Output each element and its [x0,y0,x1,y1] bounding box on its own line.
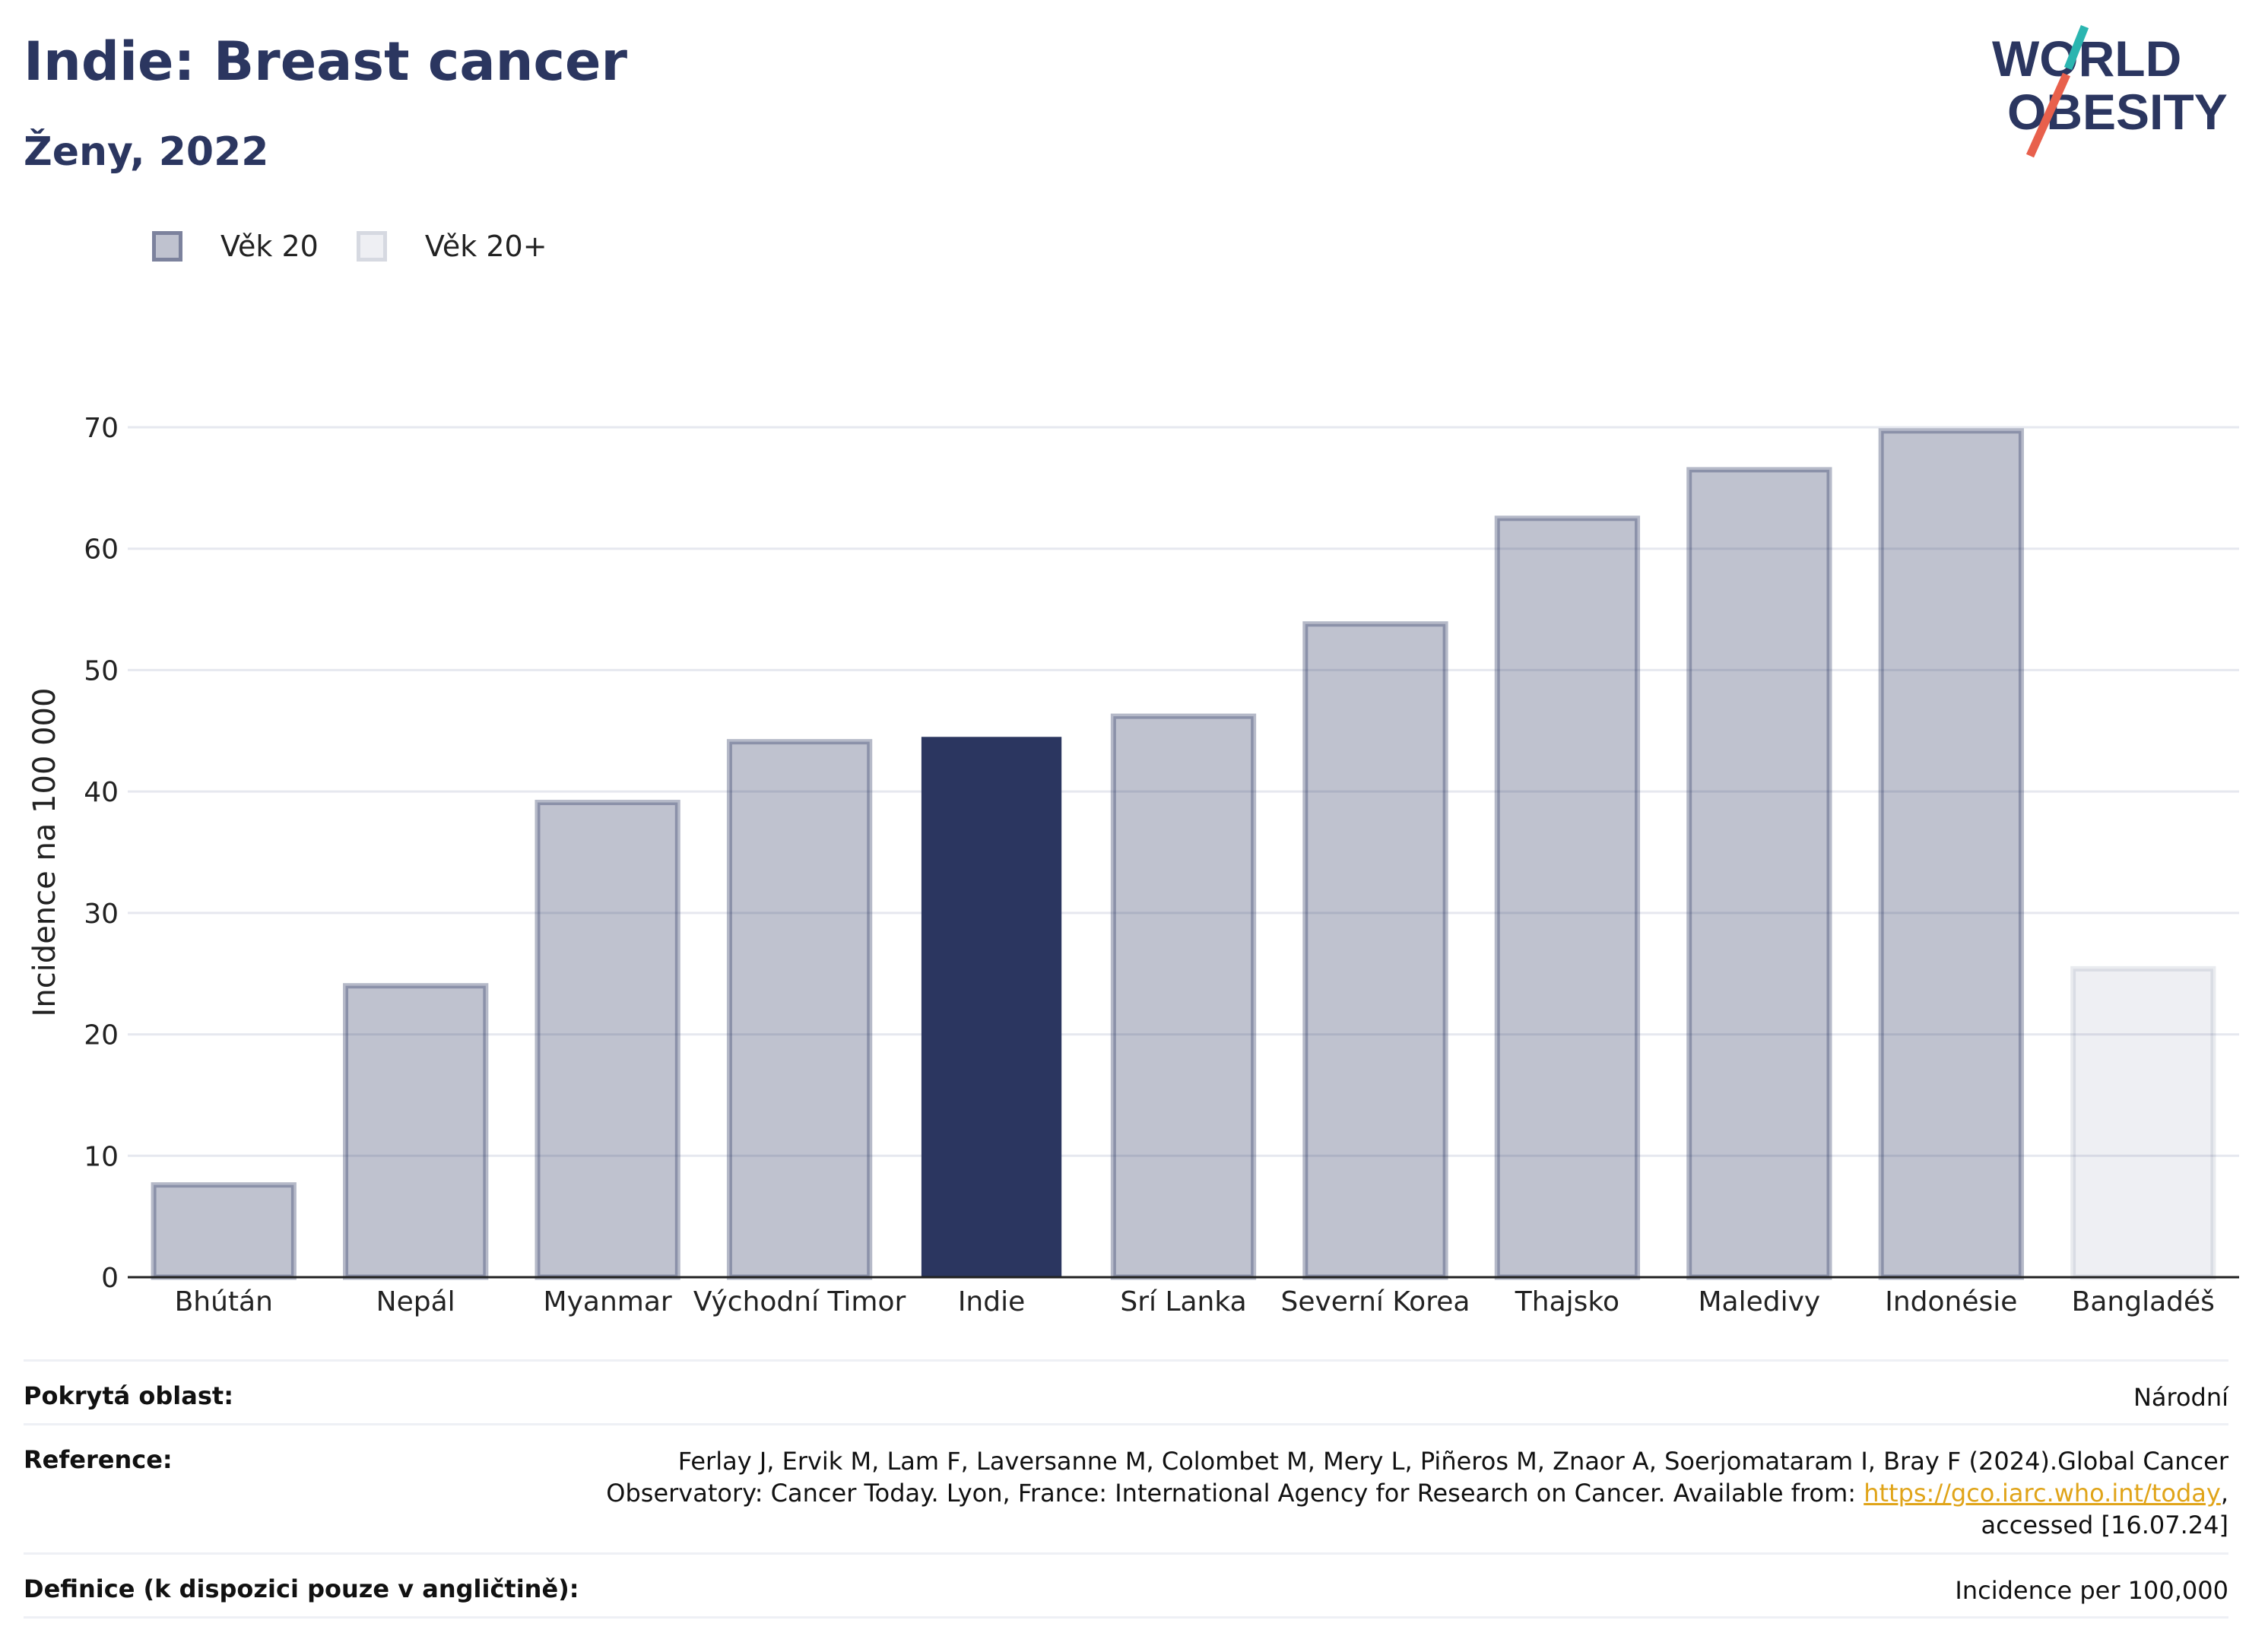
x-tick-label: Indonésie [1885,1286,2017,1317]
x-tick-label: Bangladéš [2072,1286,2215,1317]
bar-chart: 0 10 20 30 40 50 60 70 Bhútán Nepál Myanmar Východ… [27,413,2239,1317]
legend: Věk 20 Věk 20+ [152,225,585,268]
x-tick-label: Srí Lanka [1120,1286,1246,1317]
legend-swatch-age20 [152,231,182,262]
legend-label-age20: Věk 20 [220,230,319,263]
bars [151,428,2216,1280]
reference-line1: Ferlay J, Ervik M, Lam F, Laversanne M, … [677,1447,2228,1476]
bar-5[interactable] [1110,713,1257,1280]
definition-value: Incidence per 100,000 [1955,1576,2228,1605]
x-tick-label: Myanmar [544,1286,672,1317]
y-tick-label: 60 [84,534,119,566]
reference-value: Ferlay J, Ervik M, Lam F, Laversanne M, … [606,1445,2228,1552]
footer-row-reference: Reference: Ferlay J, Ervik M, Lam F, Lav… [24,1423,2228,1552]
footer-table: Pokrytá oblast: Národní Reference: Ferla… [24,1359,2228,1619]
reference-line2-end: , [2220,1479,2228,1508]
reference-link[interactable]: https://gco.iarc.who.int/today [1864,1479,2221,1508]
footer-row-definition: Definice (k dispozici pouze v angličtině… [24,1552,2228,1616]
bar-1[interactable] [343,983,489,1280]
x-tick-label: Východní Timor [693,1286,906,1317]
logo-slash-top [2063,24,2089,71]
reference-line2: Observatory: Cancer Today. Lyon, France:… [606,1477,2228,1509]
logo-slash-bottom [2025,72,2071,158]
chart-title: Indie: Breast cancer [24,30,627,93]
y-tick-label: 20 [84,1020,119,1051]
x-tick-label: Thajsko [1515,1286,1619,1317]
footer-bottom-rule [24,1616,2228,1619]
x-tick-label: Maledivy [1698,1286,1820,1317]
reference-label: Reference: [24,1445,173,1474]
reference-line2-text: Observatory: Cancer Today. Lyon, France:… [606,1479,1864,1508]
logo-line1: WORLD [1992,30,2181,87]
legend-item-age20plus[interactable]: Věk 20+ [356,230,547,263]
bar-9[interactable] [1878,428,2024,1280]
bar-3[interactable] [726,739,873,1280]
y-tick-label: 70 [84,413,119,444]
reference-line3: accessed [16.07.24] [1981,1511,2228,1539]
x-tick-label: Nepál [376,1286,455,1317]
bar-6[interactable] [1302,621,1448,1280]
bar-0[interactable] [151,1182,297,1280]
footer-row-coverage: Pokrytá oblast: Národní [24,1359,2228,1423]
bar-2[interactable] [534,800,680,1280]
grid-lines [128,426,2239,1157]
y-tick-label: 50 [84,655,119,686]
x-tick-label: Indie [958,1286,1025,1317]
world-obesity-logo: WORLD OBESITY [1992,24,2228,158]
coverage-label: Pokrytá oblast: [24,1381,233,1410]
x-tick-label: Bhútán [175,1286,273,1317]
x-tick-labels: Bhútán Nepál Myanmar Východní Timor Indie Srí… [175,1286,2215,1317]
y-axis-label: Incidence na 100 000 [27,688,62,1017]
bar-7[interactable] [1494,515,1641,1280]
x-tick-label: Severní Korea [1280,1286,1470,1317]
coverage-value: Národní [2133,1383,2228,1412]
legend-label-age20plus: Věk 20+ [424,230,547,263]
legend-swatch-age20plus [356,231,387,262]
definition-label: Definice (k dispozici pouze v angličtině… [24,1574,579,1603]
y-tick-label: 10 [84,1141,119,1172]
bar-8[interactable] [1686,467,1832,1280]
bar-4[interactable] [921,737,1062,1277]
bar-10[interactable] [2070,966,2216,1280]
y-tick-label: 40 [84,777,119,808]
y-tick-label: 0 [101,1263,119,1294]
y-tick-label: 30 [84,899,119,930]
y-tick-labels: 0 10 20 30 40 50 60 70 [84,413,119,1294]
legend-item-age20[interactable]: Věk 20 [152,230,319,263]
chart-subtitle: Ženy, 2022 [24,129,269,175]
